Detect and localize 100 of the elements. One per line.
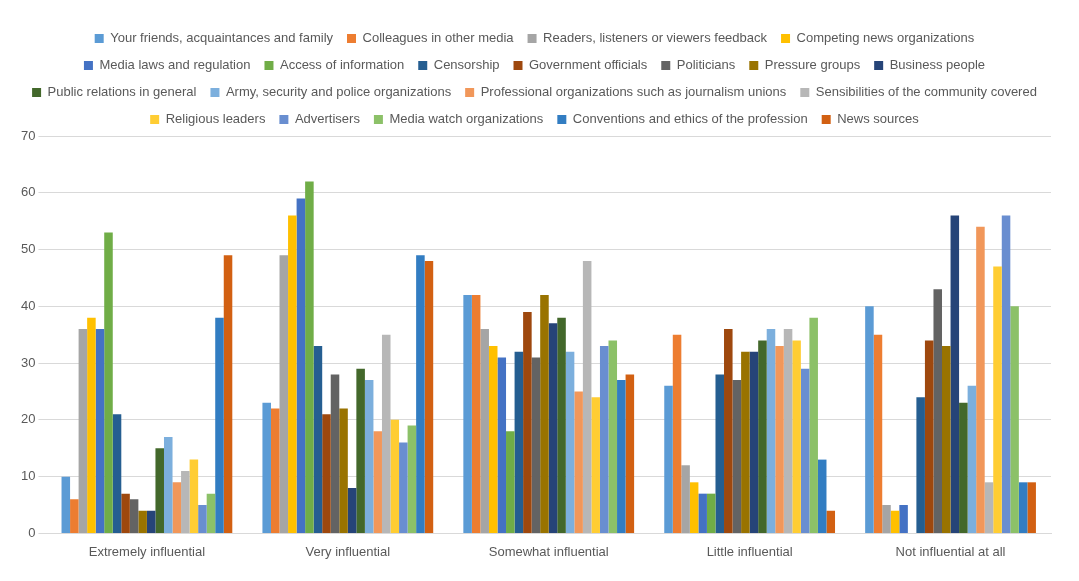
x-tick-label: Little influential xyxy=(706,543,793,559)
bar xyxy=(523,311,532,533)
bar xyxy=(916,397,925,533)
bar xyxy=(313,346,323,533)
bar xyxy=(817,459,827,533)
bar xyxy=(950,215,960,533)
bar xyxy=(890,510,900,533)
x-tick-label: Not influential at all xyxy=(895,543,1006,559)
bar xyxy=(288,215,297,533)
bar xyxy=(689,482,699,533)
bar xyxy=(381,334,391,533)
bar xyxy=(514,351,524,533)
bar xyxy=(330,374,340,533)
bar xyxy=(305,181,314,533)
bar xyxy=(70,499,79,533)
bar xyxy=(181,470,190,533)
bar xyxy=(775,346,784,533)
bar xyxy=(800,368,810,533)
legend-label: Media laws and regulation xyxy=(99,57,251,73)
legend-label: Colleagues in other media xyxy=(362,30,515,46)
bar xyxy=(531,357,541,533)
bar xyxy=(339,408,348,533)
legend-label: Competing news organizations xyxy=(796,30,975,46)
legend-label: Government officials xyxy=(529,57,648,73)
bar xyxy=(882,505,891,533)
bar xyxy=(783,329,793,533)
legend-label: Advertisers xyxy=(294,111,361,127)
bar xyxy=(373,431,382,533)
bar xyxy=(279,255,289,533)
bar xyxy=(899,505,908,533)
bar xyxy=(95,329,105,533)
bar xyxy=(1001,215,1011,533)
bar xyxy=(591,397,600,533)
legend-label: Business people xyxy=(889,57,986,73)
bar xyxy=(416,255,425,533)
bar xyxy=(189,459,199,533)
bar xyxy=(933,289,943,533)
bar xyxy=(574,391,583,533)
legend-label: Conventions and ethics of the profession xyxy=(572,111,808,127)
bar xyxy=(582,260,592,533)
bar xyxy=(1018,482,1028,533)
bar xyxy=(967,385,977,533)
bar xyxy=(356,368,365,533)
bar xyxy=(826,510,836,533)
bar xyxy=(262,402,271,533)
bar xyxy=(121,493,130,533)
bar xyxy=(617,380,626,533)
legend-label: News sources xyxy=(837,111,920,127)
legend-label: Readers, listeners or viewers feedback xyxy=(543,30,768,46)
bar xyxy=(809,317,818,533)
bar xyxy=(924,340,934,533)
bar xyxy=(480,329,489,533)
bar xyxy=(724,329,733,533)
bar xyxy=(715,374,725,533)
legend-label: Censorship xyxy=(433,57,500,73)
bar xyxy=(104,232,113,533)
bar xyxy=(364,380,374,533)
bar xyxy=(463,294,472,533)
bar xyxy=(749,351,759,533)
legend-label: Pressure groups xyxy=(764,57,861,73)
bar xyxy=(497,357,507,533)
bar xyxy=(732,380,742,533)
bar xyxy=(223,255,233,533)
legend-label: Army, security and police organizations xyxy=(225,84,452,100)
bar xyxy=(548,323,558,533)
y-tick-label: 70 xyxy=(20,127,36,143)
bar xyxy=(599,346,609,533)
x-tick-label: Extremely influential xyxy=(88,543,206,559)
bar xyxy=(865,306,874,533)
bar xyxy=(390,419,400,533)
bar xyxy=(681,465,690,533)
bar xyxy=(61,476,71,533)
bar xyxy=(1010,306,1019,533)
bar xyxy=(296,198,306,533)
bar xyxy=(407,425,417,533)
bar xyxy=(322,414,331,533)
y-tick-label: 20 xyxy=(20,411,36,427)
bar xyxy=(87,317,96,533)
bar xyxy=(471,294,481,533)
bar xyxy=(706,493,716,533)
bar xyxy=(557,317,566,533)
bar xyxy=(506,431,515,533)
bar xyxy=(155,448,164,533)
bar xyxy=(198,505,207,533)
bar xyxy=(664,385,673,533)
legend-label: Media watch organizations xyxy=(389,111,544,127)
y-tick-label: 60 xyxy=(20,184,36,200)
bar xyxy=(608,340,618,533)
bar xyxy=(129,499,139,533)
bar xyxy=(215,317,224,533)
bar xyxy=(984,482,994,533)
bar xyxy=(399,442,408,533)
bar xyxy=(112,414,122,533)
bar xyxy=(873,334,883,533)
bar xyxy=(758,340,767,533)
legend-label: Religious leaders xyxy=(165,111,266,127)
bar xyxy=(942,346,951,533)
bar xyxy=(424,260,434,533)
x-tick-label: Very influential xyxy=(305,543,391,559)
legend-label: Access of information xyxy=(279,57,405,73)
